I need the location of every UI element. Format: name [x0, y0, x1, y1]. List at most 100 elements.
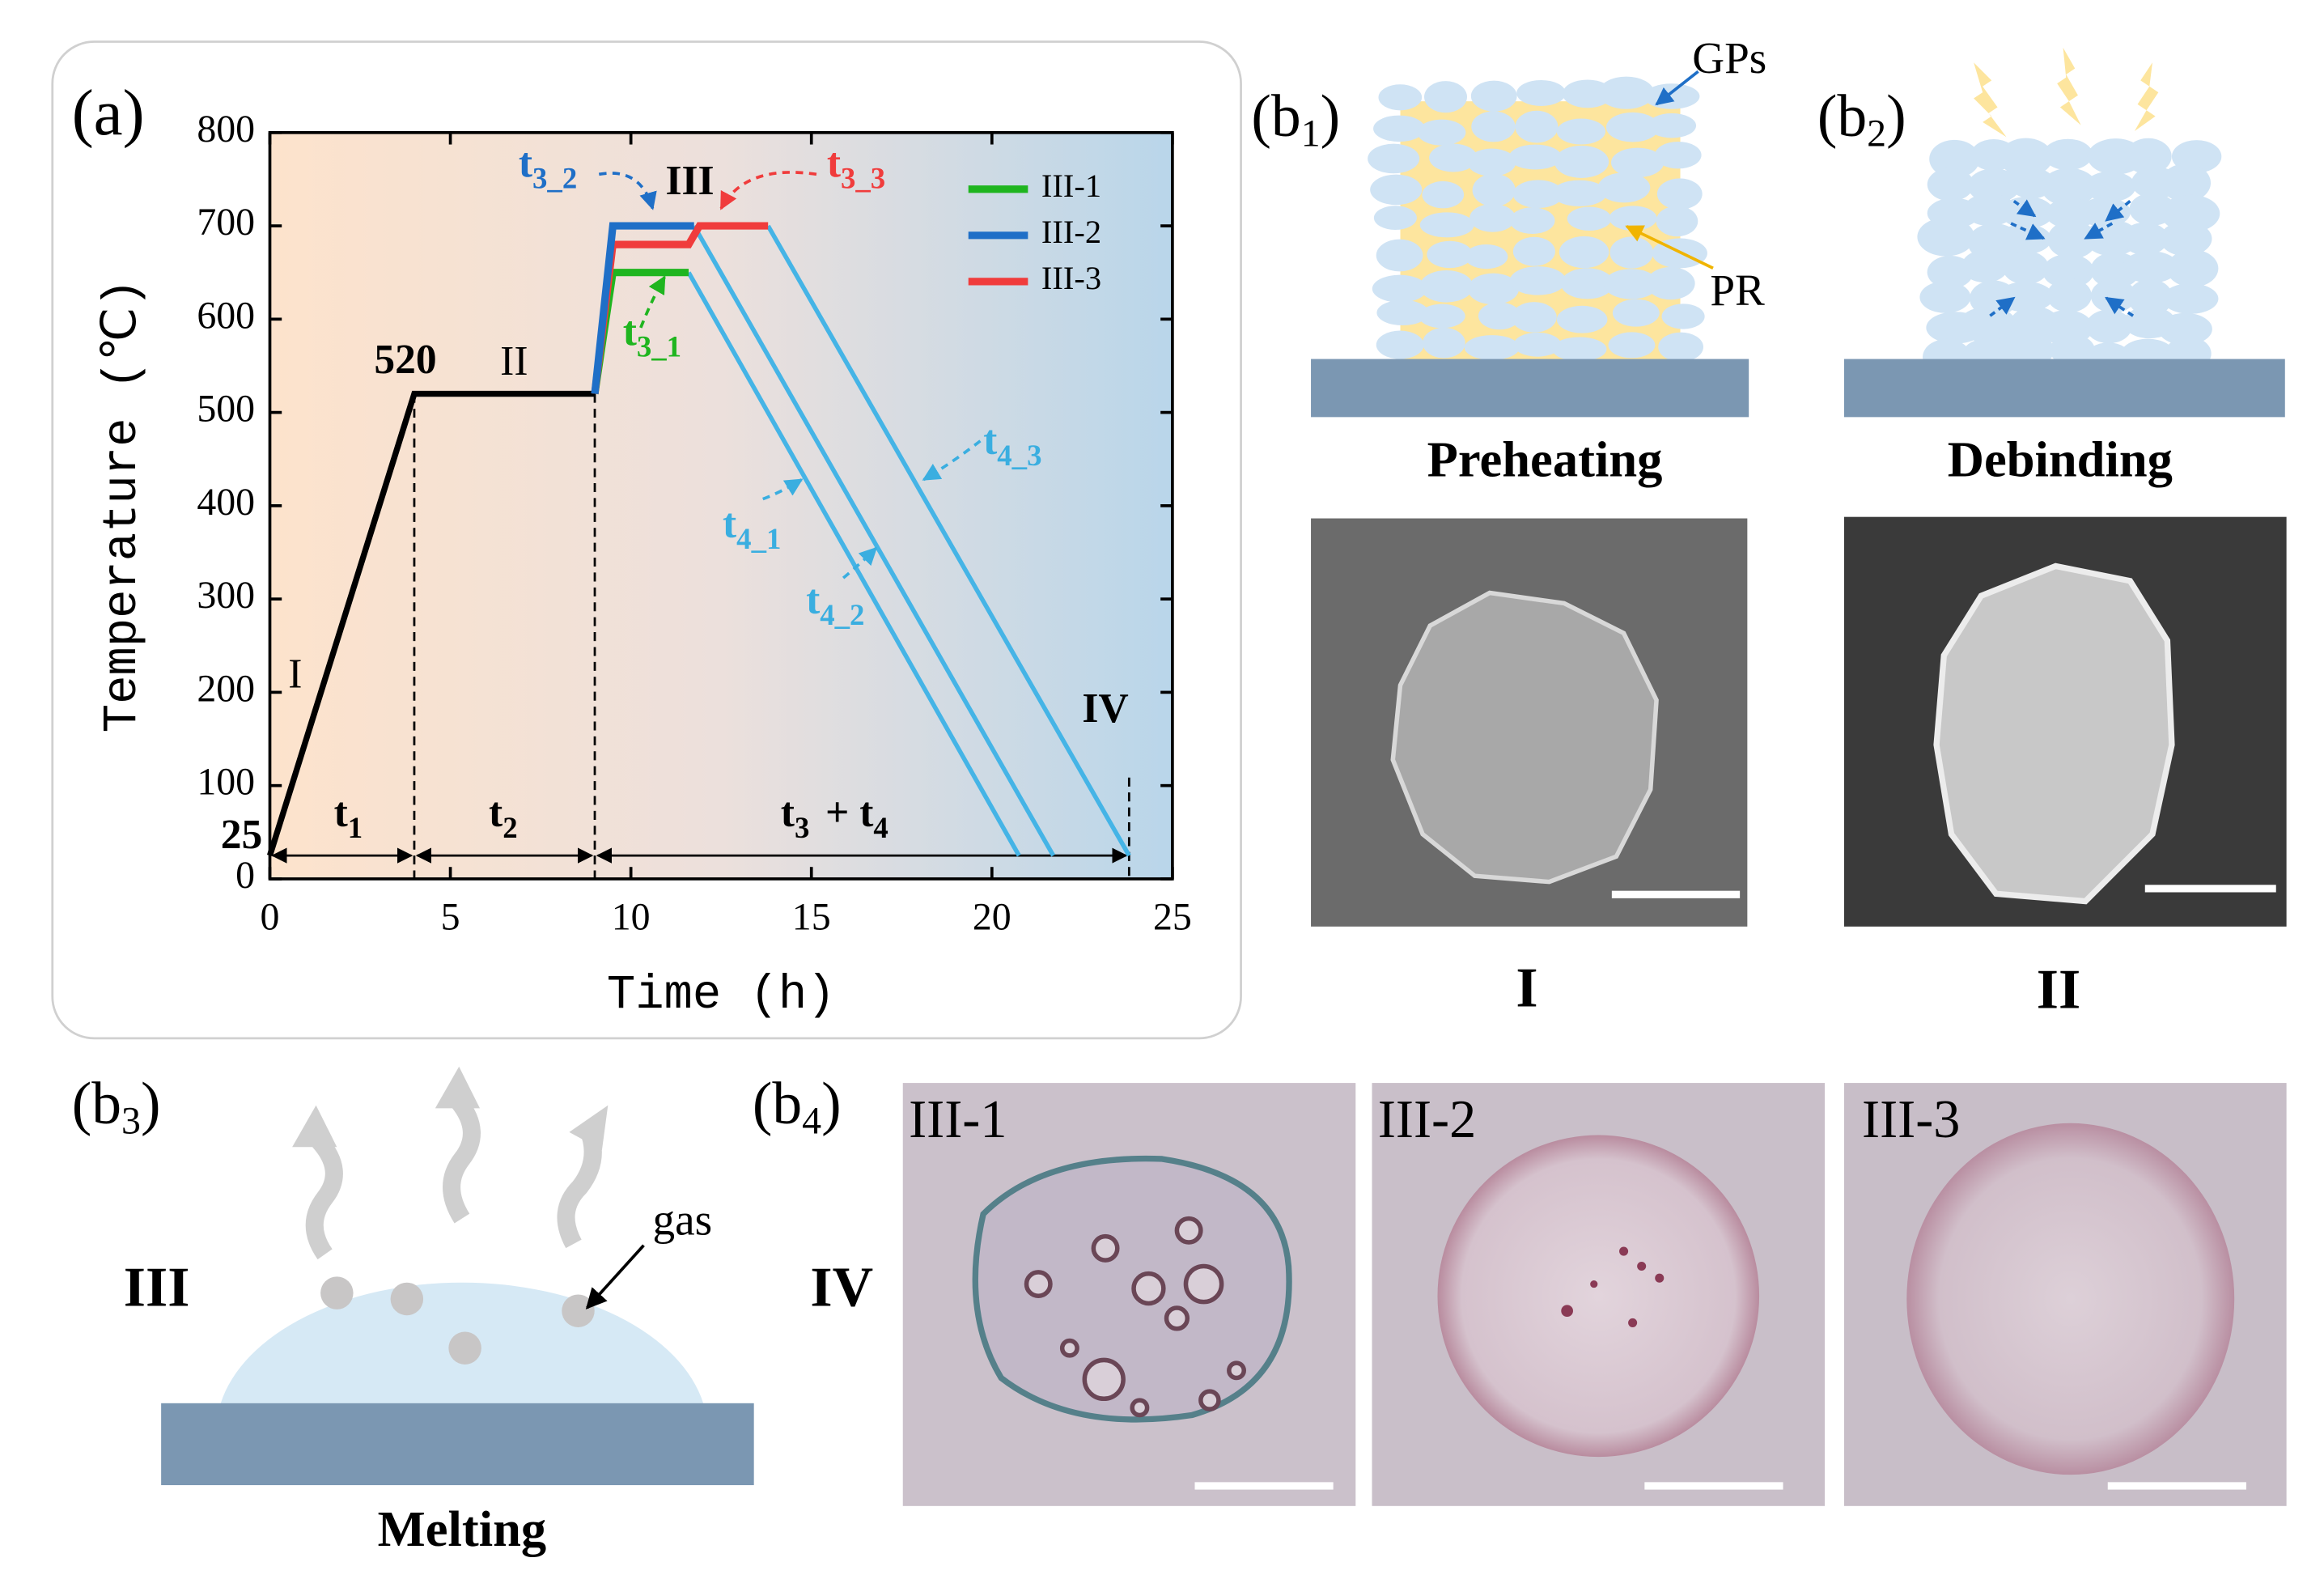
y-tick-label: 100: [197, 761, 255, 804]
particle: [1556, 118, 1606, 145]
series-line: [692, 224, 1056, 857]
arrow: [585, 1244, 645, 1309]
particle: [2125, 138, 2172, 175]
particle: [2160, 221, 2212, 257]
particle: [1655, 141, 1702, 169]
scale-bar: [2107, 1482, 2246, 1490]
plot-frame: [268, 130, 1174, 881]
particle: [1597, 172, 1651, 203]
annotation-text: t: [489, 789, 503, 835]
annotation-text: t: [334, 789, 348, 835]
y-axis-label: Temperature (℃): [95, 278, 150, 732]
caption: Melting: [378, 1500, 546, 1557]
label-sub: 1: [1301, 112, 1321, 155]
particle: [1378, 84, 1423, 111]
label-close: ): [141, 1070, 161, 1136]
particle: [2090, 278, 2136, 313]
particle: [1508, 144, 1562, 170]
annotation-text: II: [500, 338, 528, 384]
panel-label: (a): [72, 76, 145, 149]
annotation-text: t: [623, 308, 637, 354]
gps-label: GPs: [1692, 33, 1766, 83]
annotation-sub: 1: [348, 811, 363, 844]
annotation: 25: [221, 812, 263, 858]
y-tick-label: 700: [197, 201, 255, 244]
particle: [1372, 274, 1427, 303]
arrow: [1989, 296, 2016, 317]
legend-label: III-1: [1041, 168, 1101, 204]
annotation-text: IV: [1082, 686, 1128, 732]
particle: [1376, 299, 1429, 326]
annotation-sub: 3_3: [841, 162, 885, 195]
annotation-text: + t: [825, 789, 873, 835]
particle: [1609, 206, 1657, 231]
particles: [1368, 76, 1707, 362]
x-axis-label: Time (h): [607, 968, 836, 1022]
particle: [1512, 180, 1564, 209]
y-tick-label: 0: [235, 854, 255, 897]
particle: [1612, 299, 1660, 327]
particle: [1556, 305, 1608, 333]
stage-label: IV: [810, 1257, 873, 1319]
x-tick-label: 0: [261, 895, 280, 938]
annotation: t4_2: [806, 576, 864, 631]
series-line: [765, 224, 1131, 857]
annotation-sub: 4_2: [820, 598, 864, 631]
particle-blob: [1933, 562, 2175, 905]
label-sub: 4: [802, 1100, 821, 1143]
arrow: [1625, 225, 1714, 270]
y-tick-label: 800: [197, 108, 255, 151]
annotation-sub: 3: [795, 811, 809, 844]
arrow: [2105, 200, 2131, 222]
particle: [1516, 79, 1566, 106]
annotation-text: t: [806, 576, 820, 622]
label-open: (b: [72, 1070, 121, 1136]
panel-label: (b1): [1251, 83, 1340, 155]
particle: [1610, 147, 1665, 178]
particle: [1373, 206, 1417, 230]
particle: [2161, 163, 2212, 202]
annotation-sub: 3_2: [532, 162, 577, 195]
bubbles: [1024, 1216, 1246, 1418]
droplet: [1437, 1135, 1760, 1458]
scale-bar: [1194, 1482, 1334, 1490]
annotation: I: [288, 651, 302, 697]
y-tick-label: 600: [197, 294, 255, 337]
particle: [1417, 119, 1466, 146]
particle: [1464, 335, 1520, 360]
particle: [1373, 115, 1425, 142]
particle: [1656, 206, 1698, 237]
y-tick-label: 400: [197, 481, 255, 524]
particle: [2158, 312, 2212, 346]
legend-label: III-2: [1041, 214, 1101, 250]
particle: [1958, 306, 2017, 343]
label-open: (b: [753, 1070, 802, 1136]
particle: [2042, 253, 2094, 289]
particle: [1567, 206, 1612, 231]
arrow: [1655, 70, 1699, 106]
particle: [1603, 269, 1659, 299]
particle: [1423, 327, 1465, 359]
particle: [1929, 139, 1980, 179]
particle: [1658, 332, 1703, 362]
arrow: [2084, 222, 2114, 240]
particle: [1552, 337, 1607, 362]
annotation-text: 520: [374, 337, 436, 383]
annotation-text: t: [827, 140, 841, 186]
particle: [1661, 303, 1705, 329]
annotation-arrow: [842, 546, 878, 579]
particle: [1917, 217, 1975, 257]
particle: [1554, 145, 1609, 178]
x-tick-label: 25: [1153, 895, 1192, 938]
particle: [1608, 332, 1656, 359]
label-sub: 3: [121, 1100, 141, 1143]
fumes: [1974, 47, 2159, 138]
annotation: t3_2: [519, 140, 577, 195]
particle: [2084, 171, 2136, 202]
particle: [1927, 168, 1974, 202]
particle: [1471, 111, 1516, 142]
x-tick-label: 5: [441, 895, 460, 938]
particle: [1422, 180, 1465, 209]
y-tick-label: 300: [197, 574, 255, 617]
